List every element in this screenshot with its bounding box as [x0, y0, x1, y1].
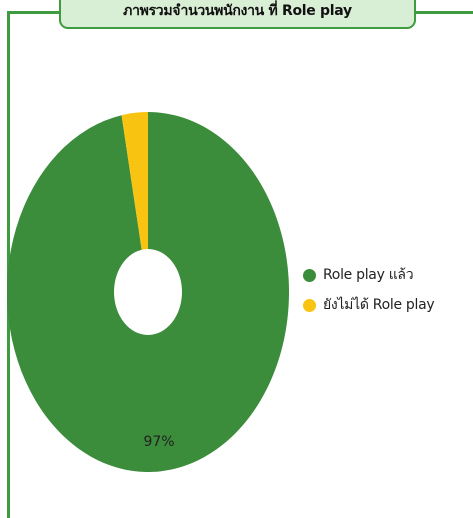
legend-item-not-done: ยังไม่ได้ Role play	[303, 294, 435, 316]
chart-title: ภาพรวมจำนวนพนักงาน ที่ Role play	[123, 3, 352, 19]
legend-marker-not-done	[303, 298, 316, 312]
data-label-done: 97%	[143, 434, 174, 450]
frame-border-top-right	[416, 11, 473, 14]
chart-legend: Role play แล้ว ยังไม่ได้ Role play	[303, 264, 435, 324]
slice-not-role-play	[121, 112, 148, 292]
legend-label-done: Role play แล้ว	[323, 267, 414, 283]
legend-item-done: Role play แล้ว	[303, 264, 434, 286]
donut-hole	[114, 249, 182, 335]
title-banner: ภาพรวมจำนวนพนักงาน ที่ Role play	[59, 0, 416, 29]
legend-marker-done	[303, 268, 316, 282]
legend-label-not-done: ยังไม่ได้ Role play	[323, 297, 435, 313]
frame-border-left	[7, 11, 10, 518]
frame-border-top-left	[7, 11, 61, 14]
